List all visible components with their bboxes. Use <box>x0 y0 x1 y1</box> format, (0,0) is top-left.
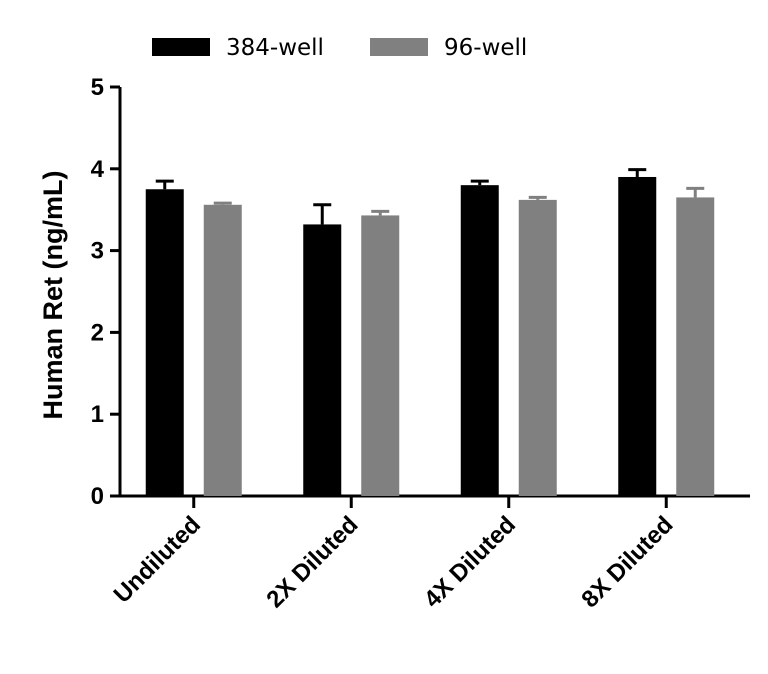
y-tick-label-2: 2 <box>91 319 104 346</box>
bar-384-well-1 <box>303 224 342 496</box>
y-axis-label: Human Ret (ng/mL) <box>38 171 68 420</box>
legend-label-384-well: 384-well <box>226 35 324 61</box>
x-tick-label-0: Undiluted <box>109 511 206 608</box>
bar-96-well-1 <box>361 215 400 496</box>
plot-area: 0 1 2 3 4 5 Undiluted 2X Diluted 4X Diluted 8X Di… <box>91 74 750 613</box>
bar-96-well-0 <box>203 204 242 497</box>
bar-96-well-2 <box>518 199 557 496</box>
y-tick-label-3: 3 <box>91 238 104 265</box>
bar-96-well-3 <box>676 197 715 496</box>
bar-384-well-2 <box>460 185 499 496</box>
legend-swatch-384-well <box>152 38 210 56</box>
y-tick-label-5: 5 <box>91 74 104 101</box>
y-tick-label-1: 1 <box>91 401 104 428</box>
y-tick-label-4: 4 <box>91 156 105 183</box>
x-tick-label-1: 2X Diluted <box>261 511 363 613</box>
bar-384-well-3 <box>618 176 657 497</box>
legend: 384-well 96-well <box>152 35 527 61</box>
bar-384-well-0 <box>145 189 184 496</box>
x-tick-label-2: 4X Diluted <box>419 511 521 613</box>
legend-label-96-well: 96-well <box>444 35 527 61</box>
x-tick-label-3: 8X Diluted <box>576 511 678 613</box>
legend-swatch-96-well <box>370 38 428 56</box>
y-tick-label-0: 0 <box>91 483 104 510</box>
